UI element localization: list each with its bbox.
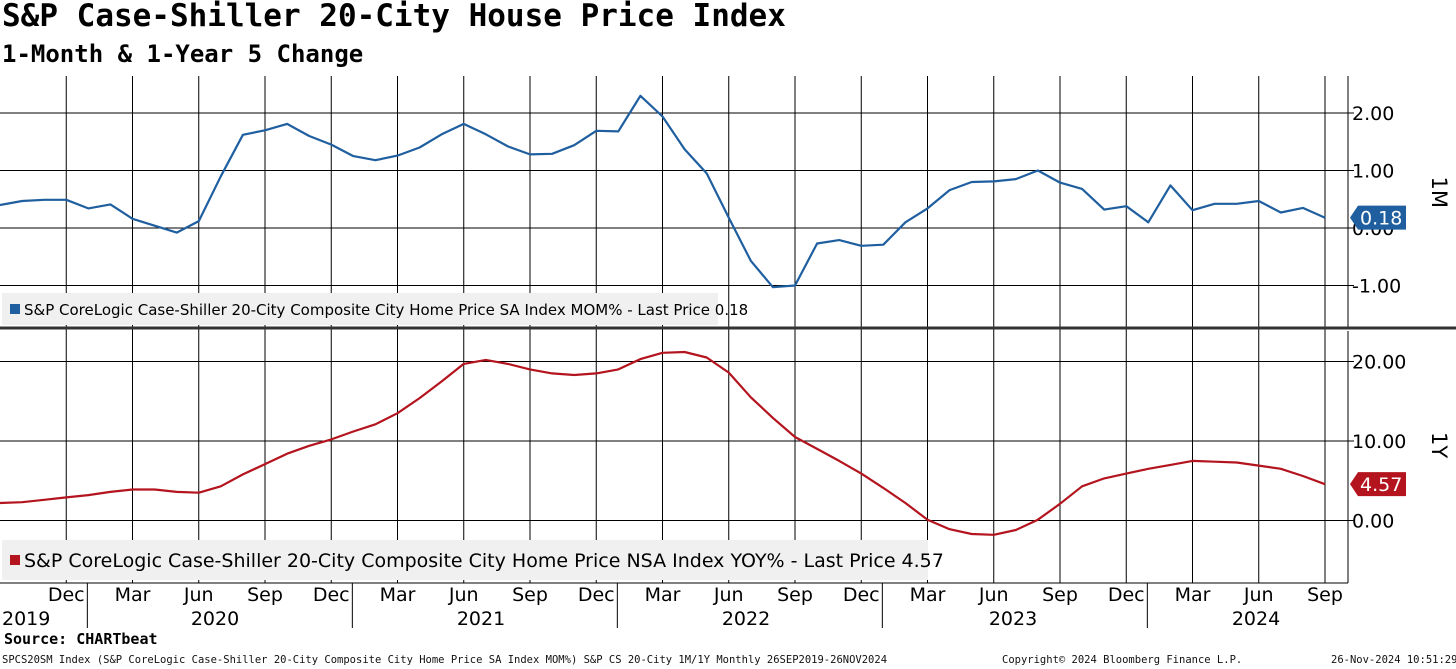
last-price-badge <box>1350 205 1406 230</box>
chart-title: S&P Case-Shiller 20-City House Price Ind… <box>2 0 786 34</box>
last-price-label: 4.57 <box>1360 474 1402 496</box>
legend-box <box>2 540 928 580</box>
x-tick-label-month: Dec <box>1108 584 1145 606</box>
legend-text: S&P CoreLogic Case-Shiller 20-City Compo… <box>24 550 944 572</box>
x-tick-label-month: Mar <box>380 584 416 606</box>
footer-timestamp: 26-Nov-2024 10:51:29 <box>1331 654 1456 666</box>
x-tick-label-year: 2019 <box>2 608 50 630</box>
x-tick-label-month: Jun <box>1243 584 1274 606</box>
x-tick-label-month: Mar <box>645 584 681 606</box>
x-tick-label-year: 2023 <box>989 608 1037 630</box>
y-tick-label: -1.00 <box>1352 276 1401 298</box>
x-tick-label-month: Jun <box>183 584 214 606</box>
chart-subtitle: 1-Month & 1-Year 5 Change <box>2 40 364 68</box>
legend-swatch <box>10 304 20 314</box>
source-label: Source: CHARTbeat <box>4 630 158 648</box>
x-tick-label-month: Sep <box>247 584 283 606</box>
x-tick-label-month: Dec <box>578 584 615 606</box>
x-tick-label-year: 2020 <box>191 608 239 630</box>
x-tick-label-month: Jun <box>978 584 1009 606</box>
y-tick-label: 1.00 <box>1352 161 1394 183</box>
x-tick-label-month: Jun <box>448 584 479 606</box>
x-tick-label-month: Dec <box>48 584 85 606</box>
last-price-badge <box>1350 472 1406 497</box>
footer-copyright: Copyright© 2024 Bloomberg Finance L.P. <box>1002 654 1243 666</box>
mom-series-line <box>0 94 1326 289</box>
x-tick-label-month: Sep <box>1307 584 1343 606</box>
x-tick-label-month: Jun <box>713 584 744 606</box>
y-tick-label: 2.00 <box>1352 103 1394 125</box>
x-tick-label-month: Mar <box>910 584 946 606</box>
x-tick-label-month: Sep <box>777 584 813 606</box>
y-tick-label: 10.00 <box>1352 431 1406 453</box>
legend-text: S&P CoreLogic Case-Shiller 20-City Compo… <box>24 301 748 319</box>
x-tick-label-year: 2022 <box>722 608 770 630</box>
footer-description: SPCS20SM Index (S&P CoreLogic Case-Shill… <box>2 654 888 666</box>
legend-swatch <box>10 555 20 565</box>
panel-label: 1M <box>1427 177 1451 208</box>
x-tick-label-month: Sep <box>1042 584 1078 606</box>
x-tick-label-month: Mar <box>115 584 151 606</box>
legend-box <box>2 293 718 325</box>
x-tick-label-year: 2021 <box>457 608 505 630</box>
panel-label: 1Y <box>1427 432 1451 458</box>
x-tick-label-month: Mar <box>1175 584 1211 606</box>
last-price-label: 0.18 <box>1360 208 1402 230</box>
y-tick-label: 20.00 <box>1352 352 1406 374</box>
yoy-series-line <box>0 350 1326 536</box>
x-tick-label-month: Dec <box>313 584 350 606</box>
x-tick-label-month: Dec <box>843 584 880 606</box>
x-tick-label-month: Sep <box>512 584 548 606</box>
y-tick-label: 0.00 <box>1352 511 1394 533</box>
x-tick-label-year: 2024 <box>1232 608 1280 630</box>
